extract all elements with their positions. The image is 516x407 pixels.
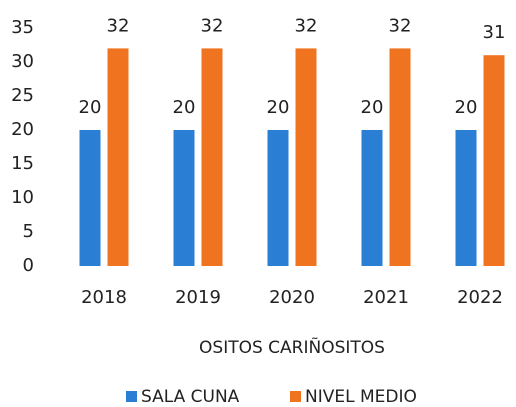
data-label: 32	[295, 15, 318, 36]
y-tick-label: 0	[23, 255, 34, 276]
y-tick-label: 20	[11, 119, 34, 140]
x-axis-title: OSITOS CARIÑOSITOS	[199, 336, 385, 358]
data-label: 20	[455, 97, 478, 118]
bar	[201, 48, 223, 267]
x-tick-label: 2020	[269, 287, 315, 308]
y-tick-label: 15	[11, 153, 34, 174]
bar	[483, 55, 505, 267]
bar	[295, 48, 317, 267]
data-label: 31	[483, 22, 506, 43]
bar	[361, 130, 383, 266]
data-label: 32	[389, 15, 412, 36]
legend-label: NIVEL MEDIO	[305, 387, 417, 407]
bar	[107, 48, 129, 267]
legend-swatch	[126, 391, 137, 402]
data-label: 20	[173, 97, 196, 118]
bar	[173, 130, 195, 266]
y-tick-label: 10	[11, 187, 34, 208]
x-tick-label: 2019	[175, 287, 221, 308]
data-label: 20	[79, 97, 102, 118]
y-tick-label: 35	[11, 17, 34, 38]
x-tick-label: 2021	[363, 287, 409, 308]
data-label: 32	[107, 15, 130, 36]
legend-swatch	[290, 391, 301, 402]
x-tick-label: 2018	[81, 287, 127, 308]
data-label: 20	[267, 97, 290, 118]
y-tick-label: 25	[11, 85, 34, 106]
bar	[79, 130, 101, 266]
data-label: 20	[361, 97, 384, 118]
legend-label: SALA CUNA	[141, 387, 240, 407]
bar	[267, 130, 289, 266]
y-tick-label: 5	[23, 221, 34, 242]
x-tick-label: 2022	[457, 287, 503, 308]
bar	[389, 48, 411, 267]
y-tick-label: 30	[11, 51, 34, 72]
bar	[455, 130, 477, 266]
data-label: 32	[201, 15, 224, 36]
